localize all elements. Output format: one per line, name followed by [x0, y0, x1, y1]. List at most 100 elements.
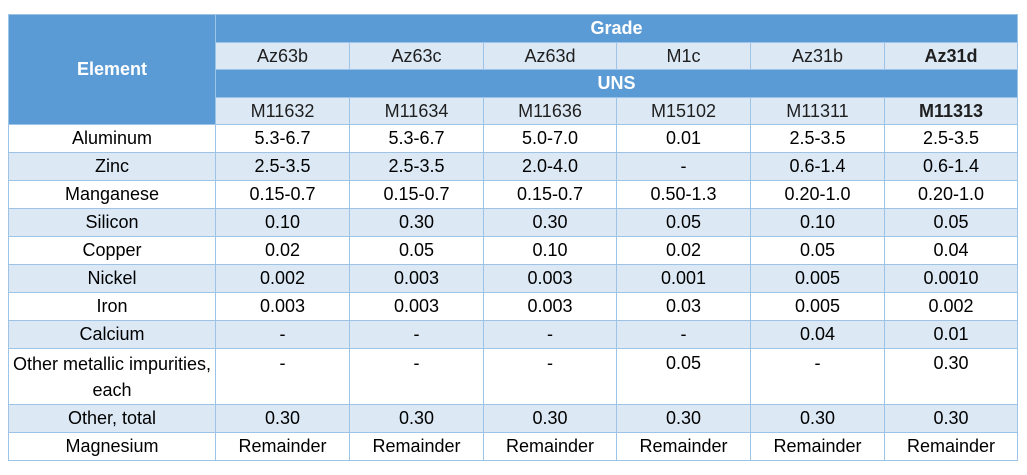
element-name: Manganese	[8, 180, 216, 209]
table-cell: -	[349, 348, 484, 405]
uns-numbers-row: M11632 M11634 M11636 M15102 M11311 M1131…	[9, 97, 1019, 125]
composition-table: Element Grade Az63b Az63c Az63d M1c Az31…	[8, 14, 1019, 461]
table-cell: Remainder	[349, 432, 484, 461]
element-name: Silicon	[8, 208, 216, 237]
table-row: Magnesium Remainder Remainder Remainder …	[8, 432, 1019, 461]
uns-number: M11636	[483, 97, 617, 125]
table-cell: 0.05	[616, 348, 751, 405]
table-cell: 0.003	[349, 264, 484, 293]
table-cell: 0.10	[483, 236, 617, 265]
table-cell: 2.5-3.5	[215, 152, 350, 181]
table-cell: 0.30	[483, 208, 617, 237]
grade-group-header: Grade	[214, 14, 1019, 43]
uns-group-header: UNS	[214, 69, 1019, 98]
element-name: Zinc	[8, 152, 216, 181]
table-body: Aluminum 5.3-6.7 5.3-6.7 5.0-7.0 0.01 2.…	[8, 124, 1019, 461]
table-row: Aluminum 5.3-6.7 5.3-6.7 5.0-7.0 0.01 2.…	[8, 124, 1019, 153]
table-cell: -	[616, 320, 751, 349]
table-row: Manganese 0.15-0.7 0.15-0.7 0.15-0.7 0.5…	[8, 180, 1019, 209]
table-cell: 2.0-4.0	[483, 152, 617, 181]
table-cell: 0.05	[349, 236, 484, 265]
table-cell: 0.003	[215, 292, 350, 321]
table-row: Zinc 2.5-3.5 2.5-3.5 2.0-4.0 - 0.6-1.4 0…	[8, 152, 1019, 181]
grade-name: Az63b	[215, 42, 350, 70]
table-cell: 0.30	[883, 404, 1019, 433]
table-cell: 0.03	[616, 292, 751, 321]
table-cell: Remainder	[616, 432, 751, 461]
table-cell: 0.6-1.4	[883, 152, 1019, 181]
table-cell: -	[349, 320, 484, 349]
table-cell: 0.005	[750, 292, 885, 321]
table-cell: 2.5-3.5	[349, 152, 484, 181]
grade-header-row: Element Grade	[8, 14, 1019, 125]
element-column-header: Element	[8, 14, 216, 125]
table-row: Nickel 0.002 0.003 0.003 0.001 0.005 0.0…	[8, 264, 1019, 293]
table-cell: 0.05	[750, 236, 885, 265]
element-name: Calcium	[8, 320, 216, 349]
grade-name: Az31d	[883, 42, 1019, 70]
table-cell: Remainder	[883, 432, 1019, 461]
table-cell: 0.10	[215, 208, 350, 237]
table-cell: 0.30	[750, 404, 885, 433]
table-cell: 0.003	[483, 292, 617, 321]
table-cell: 2.5-3.5	[883, 124, 1019, 153]
element-name: Magnesium	[8, 432, 216, 461]
table-cell: 5.3-6.7	[349, 124, 484, 153]
table-cell: -	[616, 152, 751, 181]
table-cell: 0.30	[215, 404, 350, 433]
table-cell: 0.001	[616, 264, 751, 293]
table-cell: -	[215, 320, 350, 349]
table-cell: 0.15-0.7	[215, 180, 350, 209]
table-row: Other, total 0.30 0.30 0.30 0.30 0.30 0.…	[8, 404, 1019, 433]
element-name: Other, total	[8, 404, 216, 433]
table-header: Element Grade Az63b Az63c Az63d M1c Az31…	[8, 14, 1019, 125]
table-cell: 0.15-0.7	[349, 180, 484, 209]
table-cell: 0.20-1.0	[750, 180, 885, 209]
table-cell: -	[483, 348, 617, 405]
table-cell: 0.002	[215, 264, 350, 293]
table-cell: 0.04	[750, 320, 885, 349]
table-cell: 0.04	[883, 236, 1019, 265]
table-cell: 0.50-1.3	[616, 180, 751, 209]
table-row: Iron 0.003 0.003 0.003 0.03 0.005 0.002	[8, 292, 1019, 321]
grade-name: M1c	[616, 42, 751, 70]
table-cell: Remainder	[750, 432, 885, 461]
uns-number: M11313	[883, 97, 1019, 125]
uns-header-row: UNS	[9, 69, 1019, 98]
table-cell: 0.30	[883, 348, 1019, 405]
table-cell: 2.5-3.5	[750, 124, 885, 153]
table-row: Silicon 0.10 0.30 0.30 0.05 0.10 0.05	[8, 208, 1019, 237]
table-cell: Remainder	[483, 432, 617, 461]
table-cell: 5.3-6.7	[215, 124, 350, 153]
table-cell: 0.01	[883, 320, 1019, 349]
element-name: Aluminum	[8, 124, 216, 153]
table-cell: 0.005	[750, 264, 885, 293]
table-cell: 0.02	[616, 236, 751, 265]
table-row: Calcium - - - - 0.04 0.01	[8, 320, 1019, 349]
grade-name: Az31b	[750, 42, 885, 70]
uns-number: M15102	[616, 97, 751, 125]
table-cell: 0.30	[349, 208, 484, 237]
element-name: Other metallic impurities, each	[8, 348, 216, 405]
table-cell: 0.05	[616, 208, 751, 237]
grade-name: Az63d	[483, 42, 617, 70]
table-cell: 0.0010	[883, 264, 1019, 293]
table-cell: 0.002	[883, 292, 1019, 321]
table-cell: -	[215, 348, 350, 405]
element-name: Copper	[8, 236, 216, 265]
table-row: Other metallic impurities, each - - - 0.…	[8, 348, 1019, 405]
table-cell: -	[750, 348, 885, 405]
table-cell: 5.0-7.0	[483, 124, 617, 153]
table-cell: 0.01	[616, 124, 751, 153]
table-cell: 0.02	[215, 236, 350, 265]
element-name: Iron	[8, 292, 216, 321]
element-name: Nickel	[8, 264, 216, 293]
table-cell: 0.15-0.7	[483, 180, 617, 209]
uns-number: M11634	[349, 97, 484, 125]
table-cell: 0.003	[349, 292, 484, 321]
table-cell: 0.003	[483, 264, 617, 293]
table-cell: 0.30	[483, 404, 617, 433]
table-row: Copper 0.02 0.05 0.10 0.02 0.05 0.04	[8, 236, 1019, 265]
uns-number: M11632	[215, 97, 350, 125]
table-cell: -	[483, 320, 617, 349]
